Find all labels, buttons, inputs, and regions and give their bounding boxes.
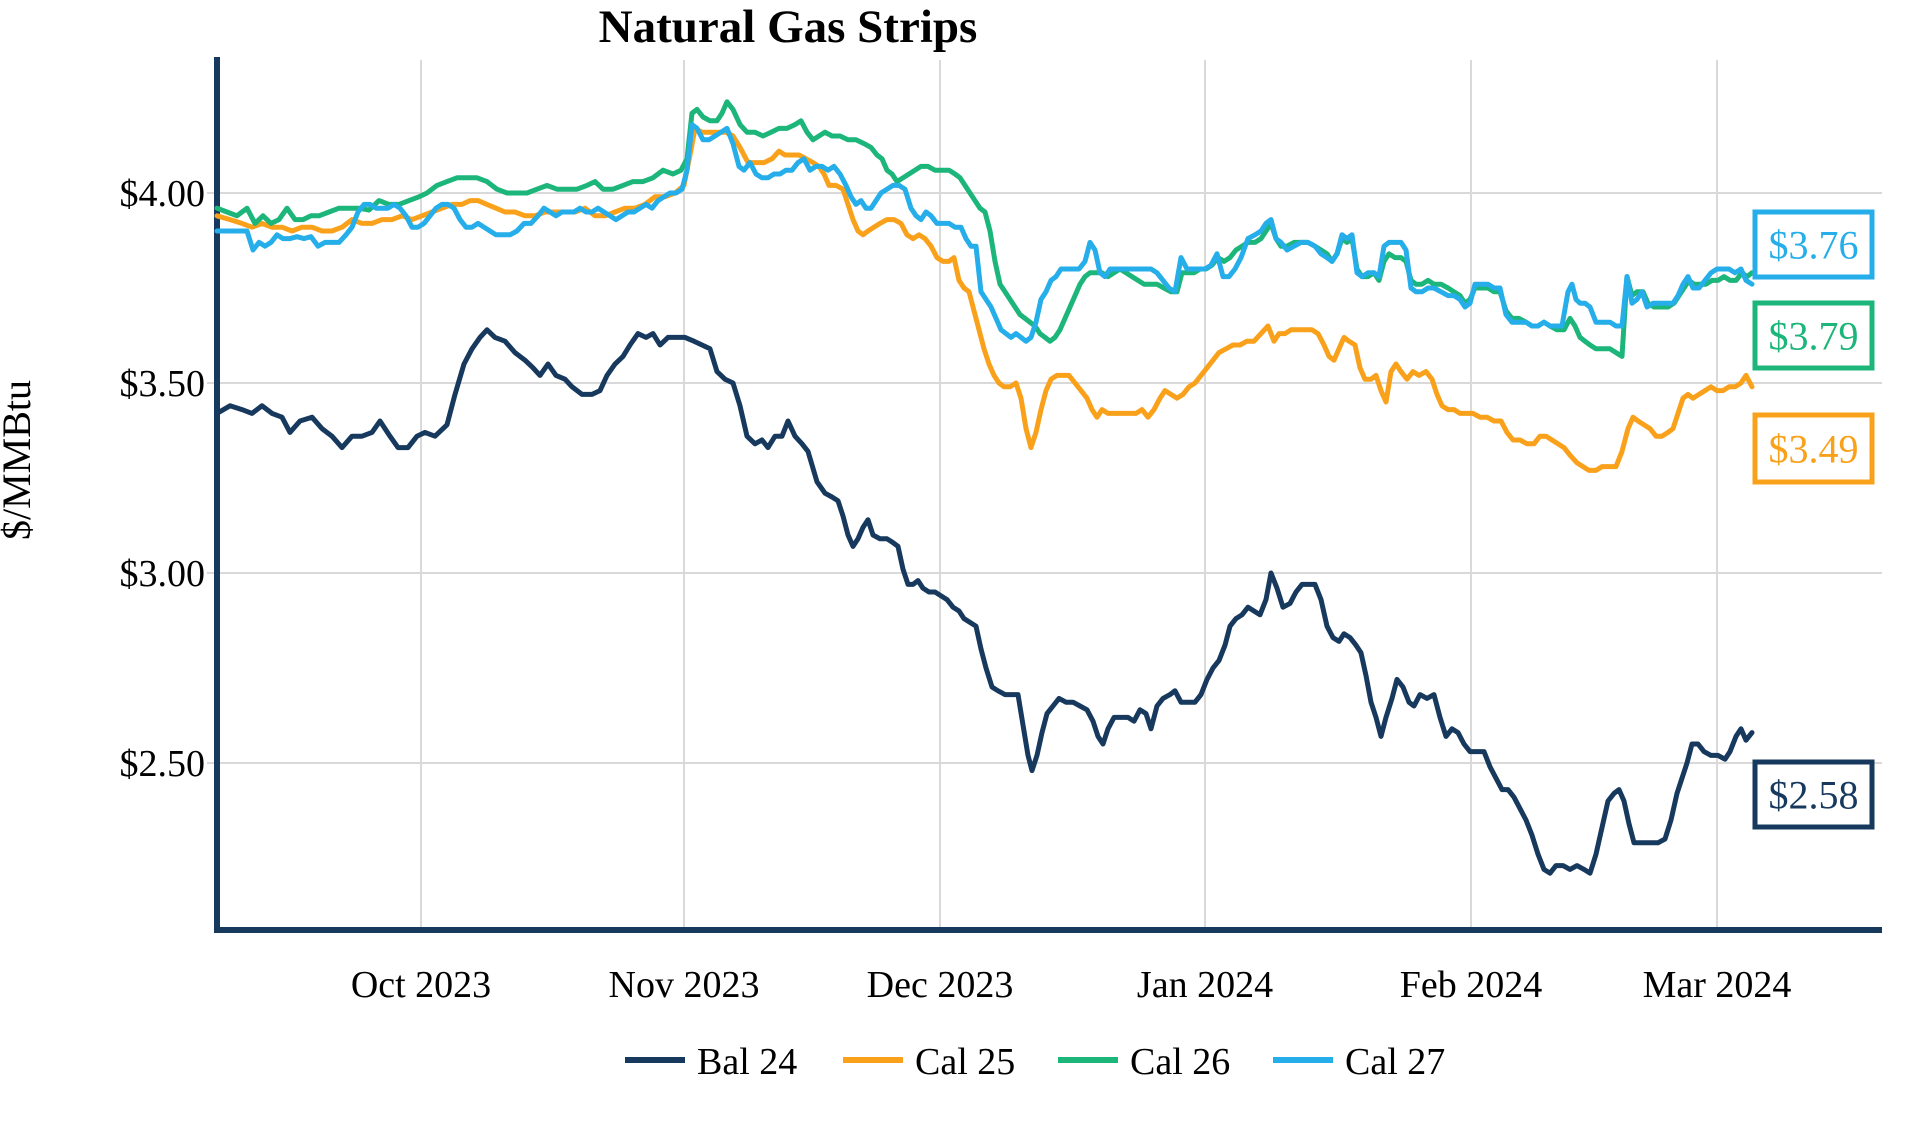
y-tick-label: $4.00 <box>120 173 206 215</box>
end-label-cal-27: $3.76 <box>1752 209 1875 280</box>
legend-label: Cal 26 <box>1130 1041 1230 1083</box>
series-line-bal-24 <box>214 327 1755 876</box>
end-label-text: $3.49 <box>1769 427 1859 472</box>
chart-title: Natural Gas Strips <box>599 1 978 53</box>
y-tick-label: $3.00 <box>120 553 206 595</box>
legend-item-cal-27: Cal 27 <box>1273 1041 1445 1083</box>
end-label-box <box>1752 209 1875 280</box>
y-axis-tick-labels: $4.00 $3.50 $3.00 $2.50 <box>120 173 206 785</box>
series-end-value-labels: $3.76 $3.79 $3.49 $2.58 <box>1752 209 1875 830</box>
end-label-cal-26: $3.79 <box>1752 300 1875 371</box>
gridlines <box>207 60 1882 930</box>
series-line-cal-26 <box>214 99 1755 359</box>
end-label-text: $2.58 <box>1769 773 1859 818</box>
legend-item-cal-25: Cal 25 <box>843 1041 1015 1083</box>
x-tick-label: Nov 2023 <box>609 964 760 1006</box>
end-label-box <box>1752 300 1875 371</box>
end-label-bal-24: $2.58 <box>1752 759 1875 830</box>
legend-item-bal-24: Bal 24 <box>625 1041 797 1083</box>
legend-label: Cal 27 <box>1345 1041 1445 1083</box>
y-tick-label: $3.50 <box>120 363 206 405</box>
y-tick-label: $2.50 <box>120 743 206 785</box>
axes <box>214 57 1882 933</box>
end-label-box <box>1752 759 1875 830</box>
end-label-text: $3.79 <box>1769 314 1859 359</box>
legend: Bal 24 Cal 25 Cal 26 Cal 27 <box>625 1041 1445 1083</box>
series-lines <box>214 99 1755 876</box>
end-label-cal-25: $3.49 <box>1752 412 1875 485</box>
y-axis-title: $/MMBtu <box>0 380 39 540</box>
legend-label: Cal 25 <box>915 1041 1015 1083</box>
x-tick-label: Jan 2024 <box>1137 964 1273 1006</box>
end-label-box <box>1752 412 1875 485</box>
series-line-cal-27 <box>214 122 1755 344</box>
x-tick-label: Dec 2023 <box>867 964 1014 1006</box>
legend-label: Bal 24 <box>697 1041 797 1083</box>
legend-item-cal-26: Cal 26 <box>1058 1041 1230 1083</box>
end-label-text: $3.76 <box>1769 223 1859 268</box>
x-tick-label: Feb 2024 <box>1400 964 1543 1006</box>
x-axis-tick-labels: Oct 2023 Nov 2023 Dec 2023 Jan 2024 Feb 2024… <box>351 964 1792 1006</box>
x-tick-label: Mar 2024 <box>1643 964 1792 1006</box>
x-tick-label: Oct 2023 <box>351 964 491 1006</box>
